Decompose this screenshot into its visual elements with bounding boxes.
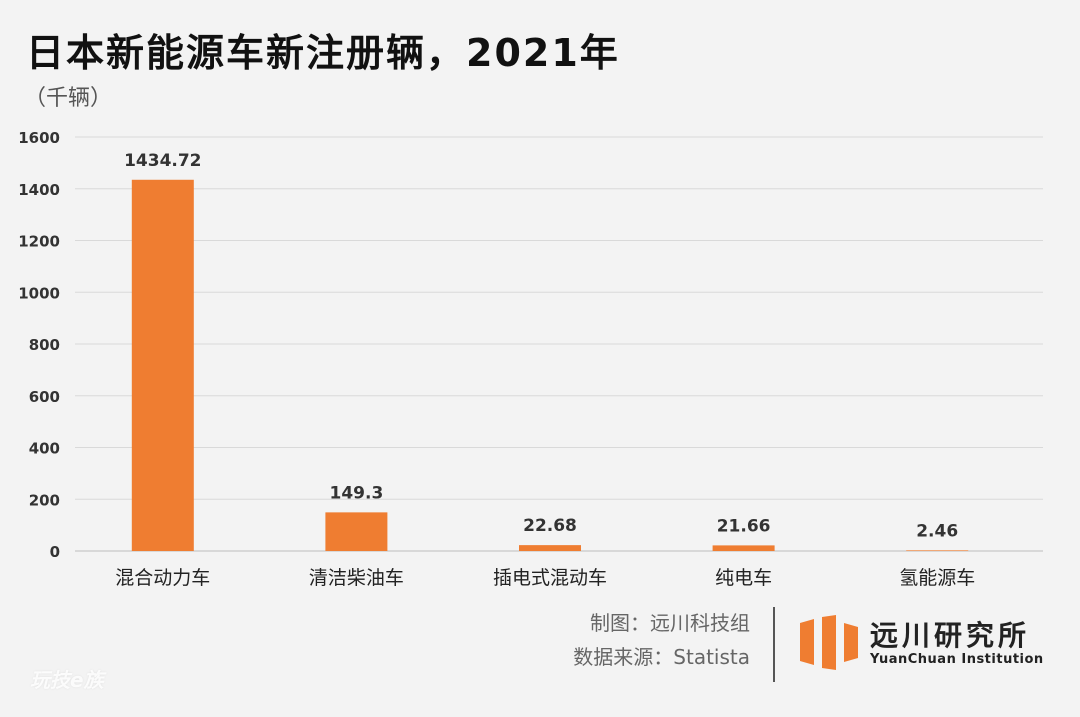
data-label-2: 149.3 xyxy=(330,483,384,503)
bar-5 xyxy=(906,550,969,551)
bar-3 xyxy=(519,545,581,551)
yuanchuan-logo-icon xyxy=(800,615,858,670)
x-category-label-2: 清洁柴油车 xyxy=(309,567,404,589)
x-category-label-1: 混合动力车 xyxy=(115,567,210,589)
data-label-5: 2.46 xyxy=(916,521,958,541)
data-label-1: 1434.72 xyxy=(124,151,201,171)
bar-2 xyxy=(325,512,388,551)
logo-name-cn: 远川研究所 xyxy=(870,619,1031,652)
chart-title: 日本新能源车新注册辆，2021年 xyxy=(26,31,620,75)
watermark: 玩技e族 xyxy=(30,668,104,692)
bar-1 xyxy=(131,179,194,551)
x-category-label-3: 插电式混动车 xyxy=(493,567,607,589)
y-tick-label: 1000 xyxy=(18,284,60,302)
y-tick-label: 600 xyxy=(29,388,60,406)
data-label-3: 22.68 xyxy=(523,516,577,536)
y-tick-label: 800 xyxy=(29,336,60,354)
x-category-label-4: 纯电车 xyxy=(715,567,772,589)
y-tick-label: 0 xyxy=(50,543,60,561)
data-source-credit: 数据来源：Statista xyxy=(573,645,750,669)
logo-name-en: YuanChuan Institution xyxy=(870,652,1044,667)
y-tick-label: 200 xyxy=(29,491,60,509)
y-tick-label: 400 xyxy=(29,440,60,458)
y-tick-label: 1400 xyxy=(18,181,60,199)
bar-4 xyxy=(712,545,775,551)
data-label-4: 21.66 xyxy=(717,516,771,536)
made-by-credit: 制图：远川科技组 xyxy=(590,611,750,635)
credit-divider xyxy=(773,607,775,682)
y-tick-label: 1600 xyxy=(18,129,60,147)
chart-credits: 制图：远川科技组 数据来源：Statista xyxy=(573,606,750,674)
y-axis-unit-label: （千辆） xyxy=(24,86,113,111)
y-tick-label: 1200 xyxy=(18,233,60,251)
x-category-label-5: 氢能源车 xyxy=(899,567,975,589)
